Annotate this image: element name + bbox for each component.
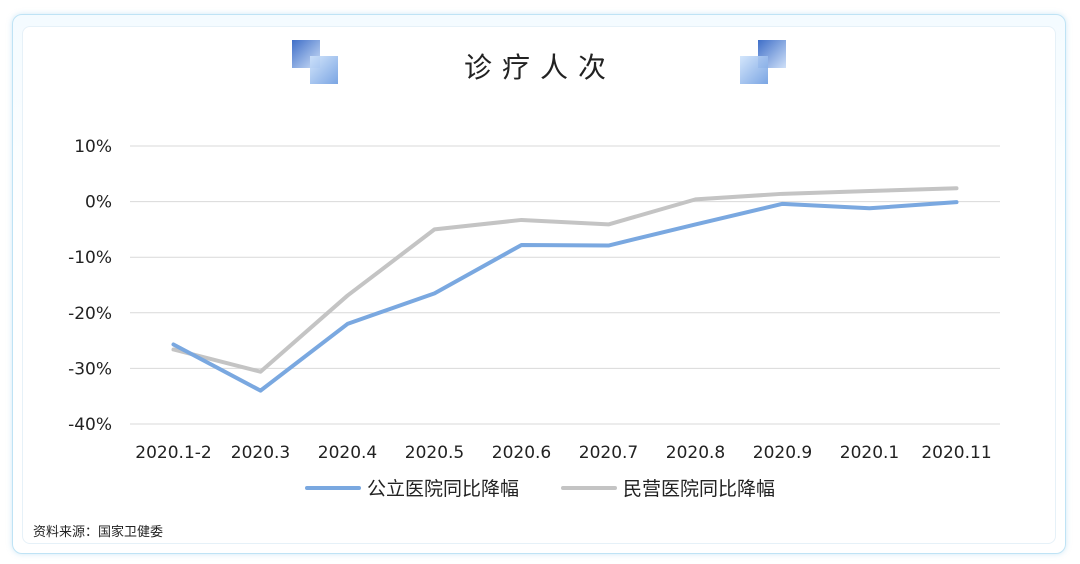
- x-tick-label: 2020.6: [492, 443, 551, 463]
- gridlines: [130, 145, 1000, 425]
- y-tick-label: -30%: [68, 359, 112, 379]
- series-line-public: [171, 200, 959, 393]
- y-tick-label: -10%: [68, 248, 112, 268]
- x-tick-label: 2020.11: [921, 443, 991, 463]
- series-lines: [171, 186, 959, 393]
- x-tick-label: 2020.8: [666, 443, 725, 463]
- legend-item-private: 民营医院同比降幅: [561, 474, 775, 501]
- y-tick-label: 0%: [85, 193, 112, 213]
- series-line-private: [171, 186, 959, 374]
- x-tick-label: 2020.5: [405, 443, 464, 463]
- title-decoration-left: [292, 40, 342, 86]
- legend-item-public: 公立医院同比降幅: [304, 474, 519, 501]
- legend-swatch-private: [561, 485, 617, 490]
- legend-label-public: 公立医院同比降幅: [366, 478, 519, 500]
- chart-title: 诊疗人次: [463, 51, 616, 84]
- chart-card: [22, 26, 1056, 544]
- y-tick-label: -40%: [68, 415, 112, 435]
- legend: 公立医院同比降幅 民营医院同比降幅: [0, 474, 1080, 501]
- source-note: 资料来源：国家卫健委: [33, 525, 164, 540]
- x-tick-label: 2020.4: [318, 443, 377, 463]
- x-tick-label: 2020.3: [231, 443, 290, 463]
- legend-label-private: 民营医院同比降幅: [623, 478, 776, 500]
- y-tick-label: -20%: [68, 304, 112, 324]
- y-tick-label: 10%: [74, 137, 112, 157]
- y-axis-ticks: 10% 0% -10% -20% -30% -40%: [68, 137, 112, 435]
- title-decoration-right: [740, 40, 790, 86]
- x-tick-label: 2020.1: [840, 443, 899, 463]
- x-tick-label: 2020.1-2: [135, 443, 211, 463]
- x-tick-label: 2020.9: [753, 443, 812, 463]
- x-axis-ticks: 2020.1-2 2020.3 2020.4 2020.5 2020.6 2020.7 20…: [135, 443, 991, 463]
- legend-swatch-public: [304, 485, 361, 490]
- x-tick-label: 2020.7: [579, 443, 638, 463]
